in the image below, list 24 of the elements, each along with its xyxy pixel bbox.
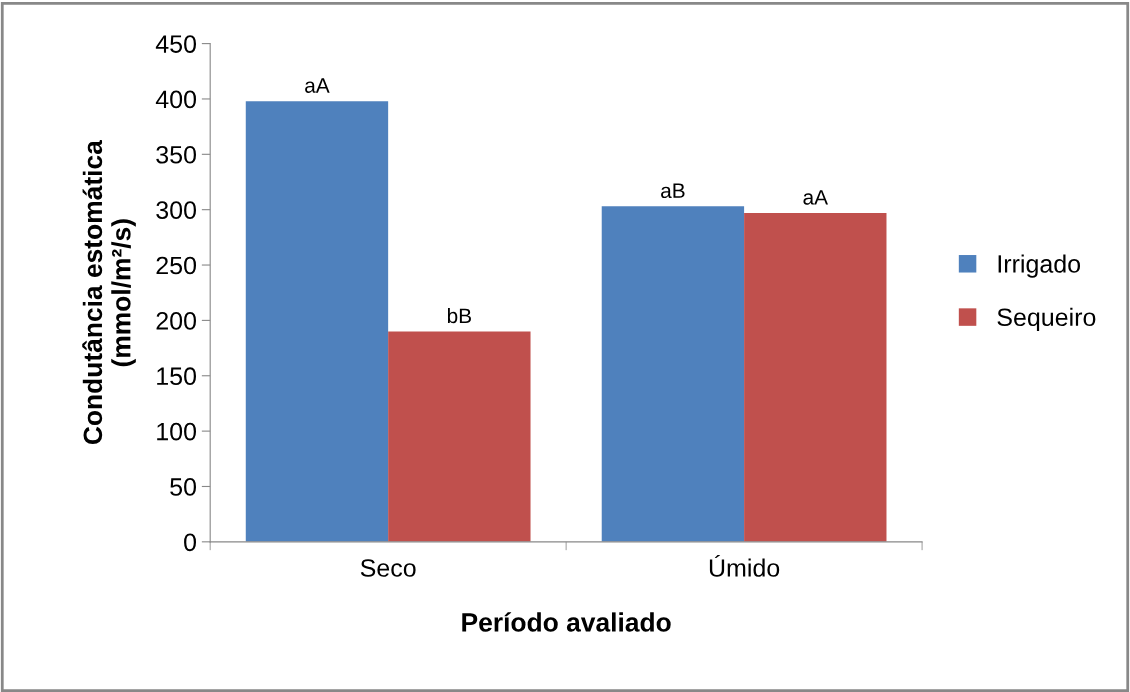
y-axis-title: Condutância estomática (mmol/m²/s) [82, 140, 136, 445]
bar [245, 101, 389, 542]
x-tick-label: Úmido [709, 554, 780, 577]
y-tick-label: 400 [155, 90, 197, 109]
y-tick-label: 300 [156, 201, 197, 219]
x-axis-title: Período avaliado [462, 612, 671, 632]
y-tick-label: 200 [156, 312, 197, 330]
data-label: aA [305, 78, 330, 93]
data-label: aB [661, 183, 685, 199]
y-tick-label: 350 [156, 145, 197, 164]
data-label: bB [447, 307, 471, 324]
y-tick-label: 150 [157, 367, 197, 386]
y-tick-label: 50 [170, 478, 197, 496]
y-tick-label: 100 [157, 422, 197, 441]
legend-label: Sequeiro [997, 307, 1096, 332]
y-tick-label: 250 [156, 256, 197, 275]
y-tick-label: 450 [155, 35, 197, 53]
data-label: aA [803, 190, 828, 205]
bar [388, 331, 531, 542]
y-tick-label: 0 [184, 533, 197, 552]
bar [744, 213, 887, 542]
bar [601, 206, 745, 542]
legend-label: Irrigado [998, 254, 1081, 278]
x-tick-label: Seco [360, 559, 416, 577]
